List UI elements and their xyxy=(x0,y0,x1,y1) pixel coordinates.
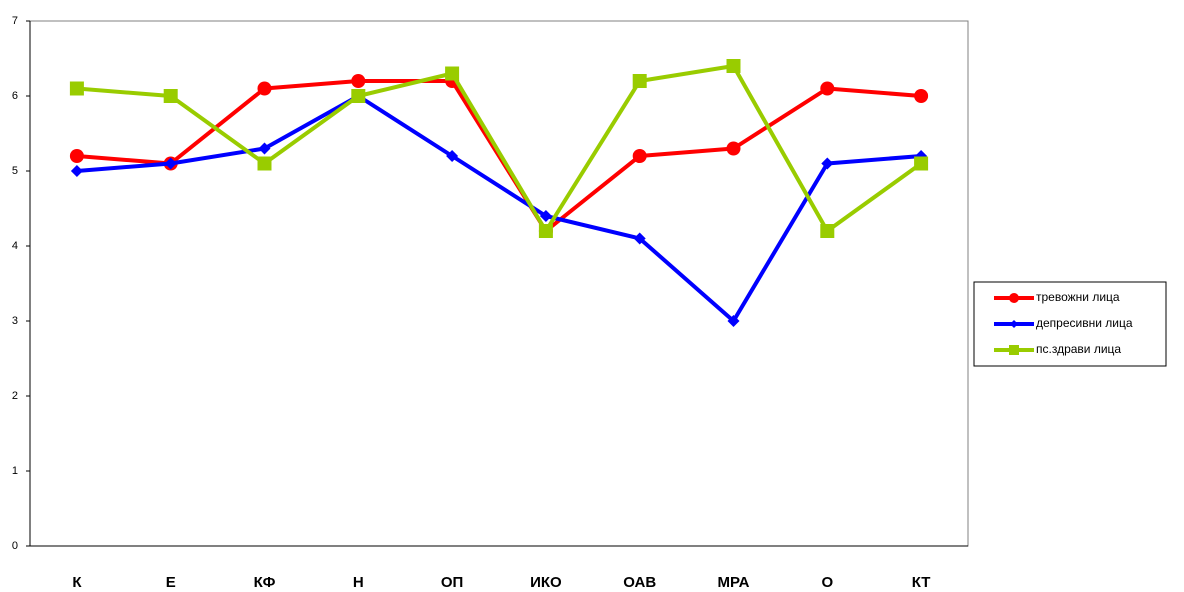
y-tick-label: 6 xyxy=(12,90,18,102)
point xyxy=(726,141,741,156)
x-tick-label: КФ xyxy=(254,574,276,591)
legend-label: пс.здрави лица xyxy=(1036,342,1121,356)
legend-label: депресивни лица xyxy=(1036,316,1133,330)
point xyxy=(257,156,272,171)
point xyxy=(632,149,647,163)
point xyxy=(164,157,177,170)
point xyxy=(70,165,83,177)
point xyxy=(69,81,84,96)
point xyxy=(726,59,741,73)
series-line xyxy=(76,64,923,233)
point xyxy=(446,150,459,162)
point xyxy=(821,157,834,170)
point xyxy=(258,142,271,155)
y-tick-label: 1 xyxy=(12,465,18,477)
point xyxy=(257,81,272,96)
point xyxy=(69,149,84,163)
y-tick-label: 3 xyxy=(12,315,18,327)
point xyxy=(163,89,178,103)
point xyxy=(914,156,929,171)
legend-label: тревожни лица xyxy=(1036,290,1120,304)
series-line xyxy=(76,94,922,323)
point xyxy=(820,224,835,238)
point xyxy=(633,232,646,245)
point xyxy=(445,66,460,81)
x-tick-label: К xyxy=(72,574,82,591)
point xyxy=(914,89,929,103)
y-tick-label: 5 xyxy=(12,165,18,177)
y-tick-label: 0 xyxy=(12,540,18,552)
point xyxy=(351,89,366,103)
x-tick-label: Е xyxy=(166,574,176,591)
legend-marker xyxy=(1009,345,1019,355)
x-tick-label: МРА xyxy=(717,574,749,591)
point xyxy=(539,210,552,222)
y-tick-label: 7 xyxy=(12,15,18,27)
legend-marker xyxy=(1009,293,1019,303)
x-tick-label: Н xyxy=(353,574,364,591)
y-tick-label: 2 xyxy=(12,390,18,402)
x-tick-label: КТ xyxy=(912,574,931,591)
x-tick-label: О xyxy=(821,574,833,591)
point xyxy=(538,224,553,238)
x-tick-label: ОП xyxy=(441,574,463,591)
x-tick-label: ОАВ xyxy=(623,574,656,591)
point xyxy=(351,74,366,88)
point xyxy=(632,74,647,88)
legend-marker xyxy=(1010,320,1018,328)
x-tick-label: ИКО xyxy=(530,574,562,591)
point xyxy=(727,315,740,327)
y-tick-label: 4 xyxy=(12,240,18,252)
point xyxy=(820,81,835,96)
